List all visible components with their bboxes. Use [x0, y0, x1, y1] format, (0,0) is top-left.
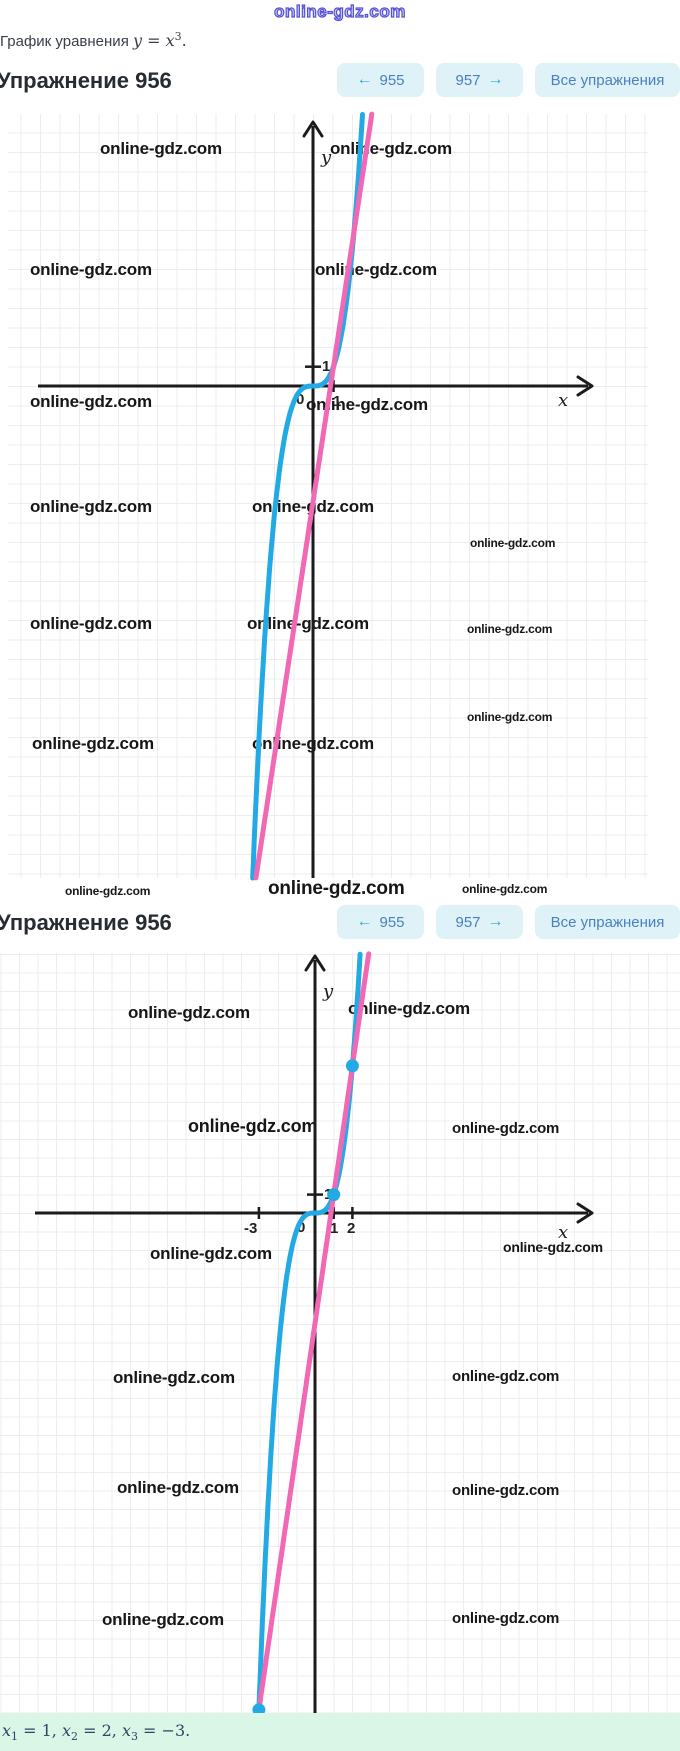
- watermark-text: online-gdz.com: [252, 497, 374, 516]
- watermark-text: online-gdz.com: [252, 734, 374, 753]
- all-exercises-label: Все упражнения: [550, 71, 665, 89]
- text-segment: = −3.: [137, 1721, 191, 1740]
- watermark-text: online-gdz.com: [467, 710, 553, 724]
- prev-exercise-button[interactable]: ← 955: [337, 905, 424, 939]
- watermark-text: online-gdz.com: [452, 1120, 560, 1137]
- exercise-title: Упражнение 956: [0, 910, 172, 935]
- watermark-text: online-gdz.com: [503, 1239, 603, 1255]
- prev-exercise-label: 955: [379, 913, 405, 931]
- prev-exercise-label: 955: [379, 71, 405, 89]
- watermark-text: online-gdz.com: [348, 999, 470, 1018]
- text-segment: = 2,: [78, 1721, 122, 1740]
- arrow-right-icon: →: [487, 913, 504, 930]
- text-segment: График уравнения: [0, 33, 133, 50]
- watermark-text: online-gdz.com: [470, 536, 556, 550]
- watermark-text: online-gdz.com: [150, 1244, 272, 1263]
- text-segment: 3: [130, 1730, 138, 1743]
- watermark-text: online-gdz.com: [117, 1478, 239, 1497]
- site-watermark-top: online-gdz.com: [274, 1, 406, 21]
- text-segment: = 1,: [18, 1721, 62, 1740]
- watermark-text: online-gdz.com: [30, 614, 152, 633]
- watermark-text: online-gdz.com: [452, 1368, 560, 1385]
- watermark-text: online-gdz.com: [330, 139, 452, 158]
- next-exercise-label: 957: [455, 71, 481, 89]
- exercise-title: Упражнение 956: [0, 68, 172, 93]
- watermark-text: online-gdz.com: [100, 139, 222, 158]
- watermark-text: online-gdz.com: [462, 882, 548, 896]
- graph-2-grid: [0, 953, 680, 1713]
- arrow-left-icon: ←: [356, 913, 373, 930]
- watermark-text: online-gdz.com: [467, 622, 553, 636]
- watermark-text: online-gdz.com: [306, 395, 428, 414]
- watermark-text: online-gdz.com: [113, 1368, 235, 1387]
- all-exercises-label: Все упражнения: [550, 913, 665, 931]
- text-segment: x: [165, 31, 175, 50]
- next-exercise-label: 957: [455, 913, 481, 931]
- watermark-text: online-gdz.com: [268, 878, 405, 899]
- text-segment: x: [61, 1721, 71, 1740]
- text-segment: .: [181, 31, 187, 50]
- next-exercise-button[interactable]: 957 →: [436, 63, 523, 97]
- prev-exercise-button[interactable]: ← 955: [337, 63, 424, 97]
- watermark-text: online-gdz.com: [315, 260, 437, 279]
- watermark-text: online-gdz.com: [452, 1610, 560, 1627]
- answer-band: x1 = 1, x2 = 2, x3 = −3.: [0, 1713, 680, 1751]
- watermark-text: online-gdz.com: [452, 1482, 560, 1499]
- watermark-text: online-gdz.com: [128, 1003, 250, 1022]
- text-segment: 3: [174, 30, 182, 43]
- all-exercises-button[interactable]: Все упражнения: [535, 63, 680, 97]
- graph-1-grid: [8, 114, 648, 878]
- watermark-text: online-gdz.com: [30, 392, 152, 411]
- text-segment: x: [121, 1721, 131, 1740]
- watermark-text: online-gdz.com: [247, 614, 369, 633]
- watermark-text: online-gdz.com: [30, 497, 152, 516]
- all-exercises-button[interactable]: Все упражнения: [535, 905, 680, 939]
- text-segment: x: [2, 1721, 12, 1740]
- watermark-text: online-gdz.com: [102, 1610, 224, 1629]
- text-segment: y: [132, 31, 143, 50]
- text-segment: =: [142, 31, 166, 50]
- answer-text: x1 = 1, x2 = 2, x3 = −3.: [2, 1721, 190, 1743]
- equation-text: График уравнения y = x3.: [0, 30, 187, 50]
- text-segment: 2: [71, 1730, 78, 1743]
- arrow-left-icon: ←: [356, 71, 373, 88]
- next-exercise-button[interactable]: 957 →: [436, 905, 523, 939]
- watermark-text: online-gdz.com: [65, 884, 151, 898]
- text-segment: 1: [11, 1730, 19, 1743]
- arrow-right-icon: →: [487, 71, 504, 88]
- watermark-text: online-gdz.com: [188, 1116, 318, 1136]
- watermark-text: online-gdz.com: [30, 260, 152, 279]
- watermark-text: online-gdz.com: [32, 734, 154, 753]
